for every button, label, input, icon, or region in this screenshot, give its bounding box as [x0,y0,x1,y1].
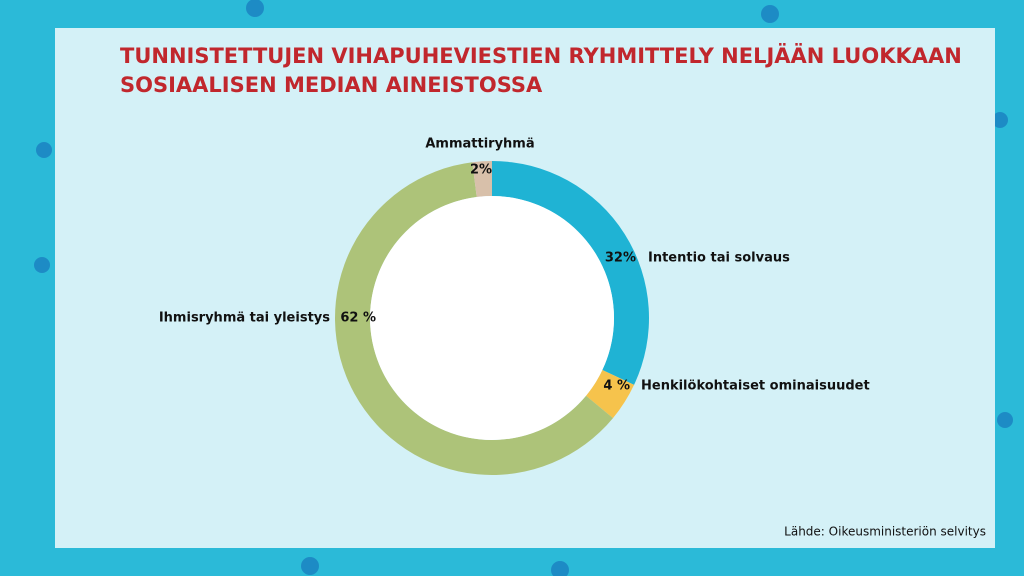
value-label: 32% [605,251,636,266]
donut-slice [492,161,650,385]
donut-slice [472,161,492,197]
chart-title: SOSIAALISEN MEDIAN AINEISTOSSA [120,73,543,97]
category-label: Ihmisryhmä tai yleistys [159,311,330,326]
chart-title: TUNNISTETTUJEN VIHAPUHEVIESTIEN RYHMITTE… [120,43,962,68]
source: Lähde: Oikeusministeriön selvitys [784,525,986,539]
value-label: 62 % [340,311,376,326]
donut-hole [370,196,614,440]
category-label: Ammattiryhmä [425,137,534,152]
value-label: 2% [470,163,492,178]
category-label: Intentio tai solvaus [648,251,790,266]
value-label: 4 % [603,379,630,394]
category-label: Henkilökohtaiset ominaisuudet [641,379,870,394]
pin-decoration [34,0,1013,576]
donut-slice [586,369,635,419]
donut-slice [334,162,613,476]
